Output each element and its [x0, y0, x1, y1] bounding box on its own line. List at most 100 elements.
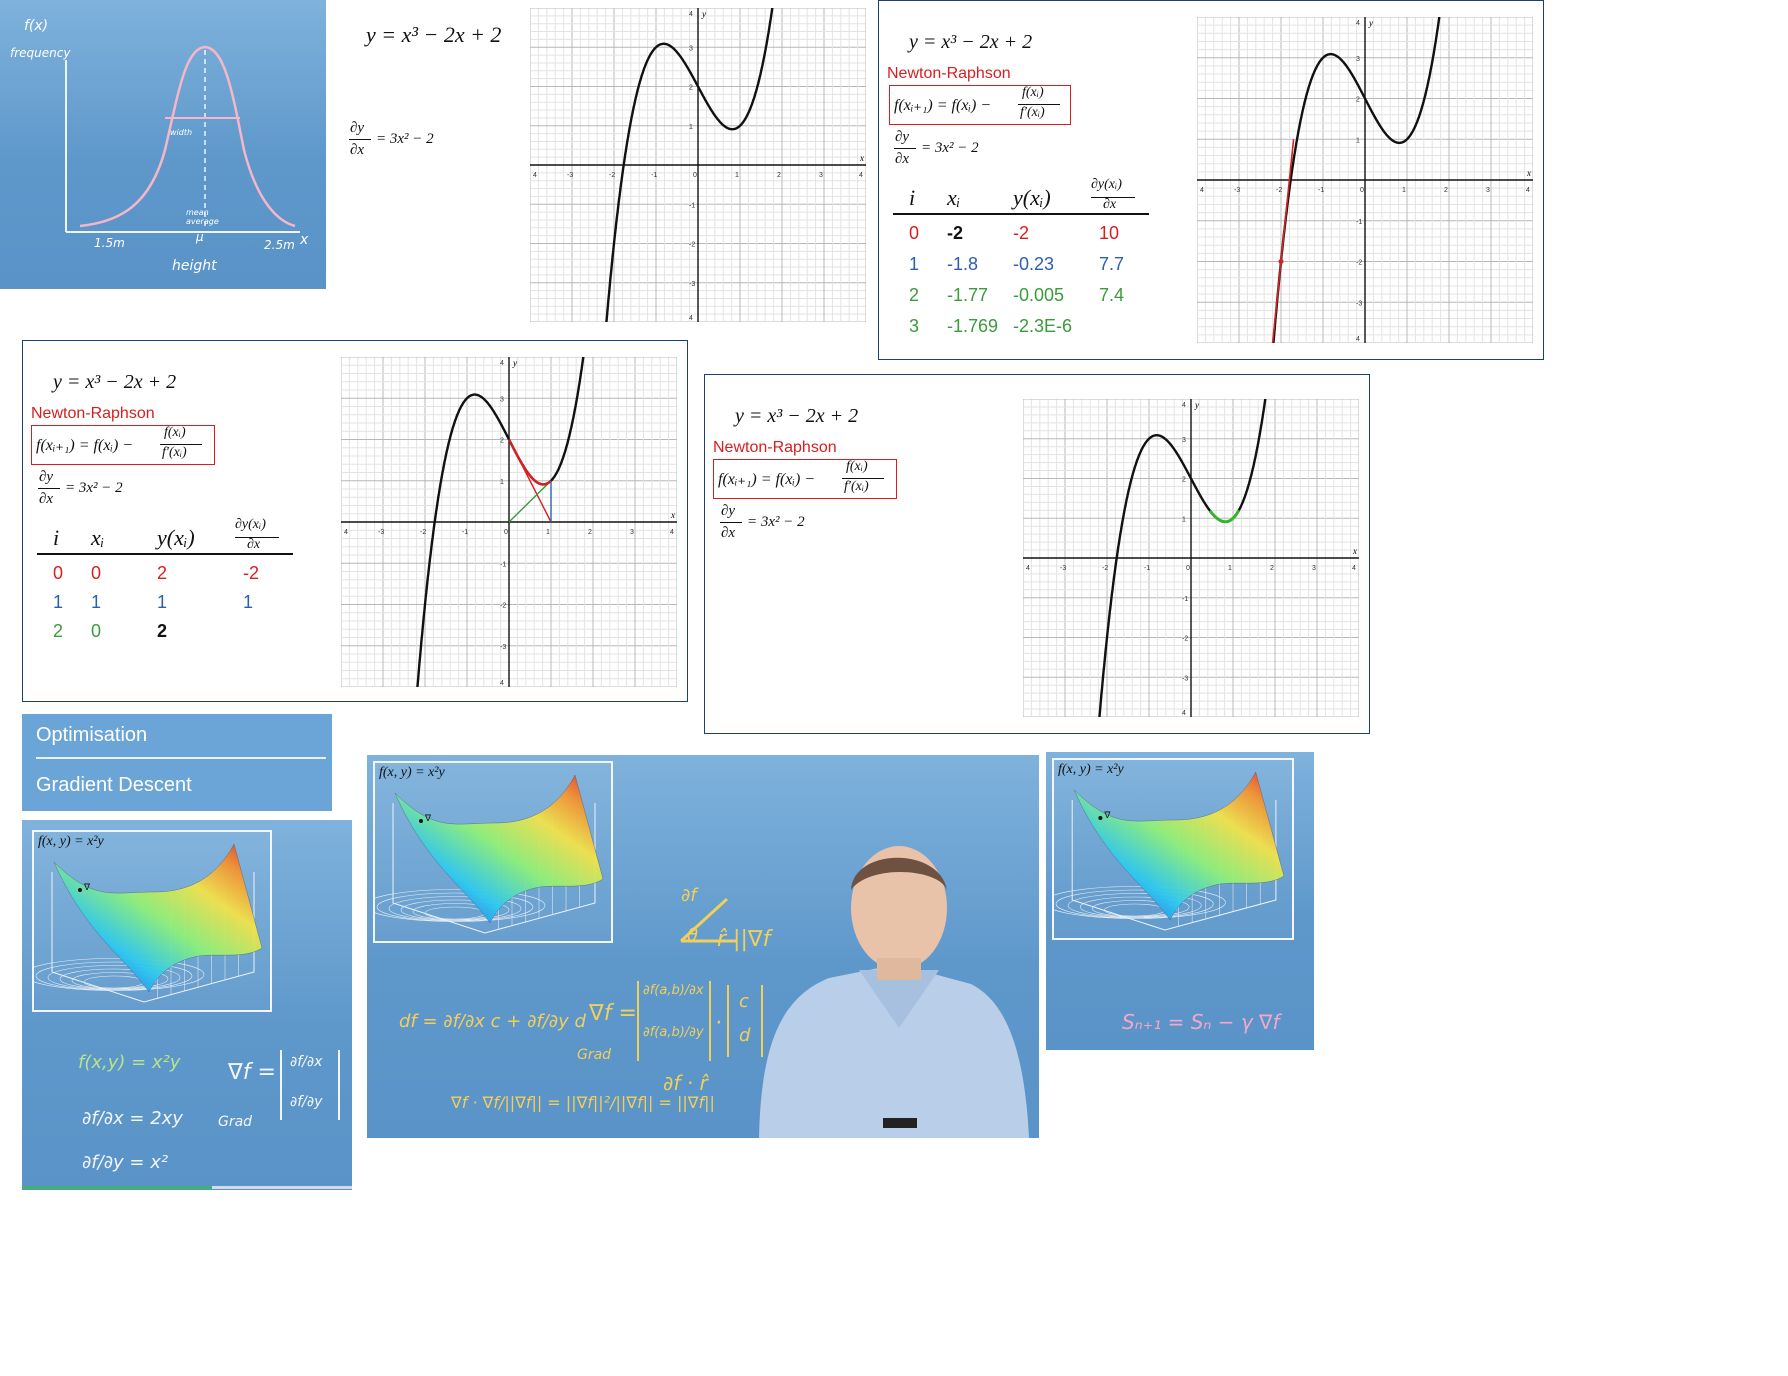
floor-contour — [83, 975, 145, 989]
formula-bar — [842, 478, 884, 479]
x-axis-label: x — [300, 232, 309, 248]
col-i-header: i — [909, 185, 916, 210]
note-dfdx: ∂f/∂x = 2xy — [82, 1108, 183, 1129]
y-axis-label: y — [1194, 400, 1199, 410]
derivative-dy: ∂y — [39, 469, 54, 485]
method-label: Newton-Raphson — [31, 405, 155, 422]
saddle-surface — [53, 843, 263, 993]
frequency-label: frequency — [10, 46, 71, 60]
sigma-width-label: width — [170, 128, 193, 137]
mean-label: mean average — [186, 208, 219, 226]
formula-bar — [1018, 104, 1060, 105]
x-tick-label: 0 — [1360, 187, 1364, 194]
note-grad-sub: Grad — [218, 1114, 253, 1130]
col-y-header: y(xᵢ) — [157, 525, 195, 550]
start-point — [1278, 259, 1284, 264]
x-tick-label: -3 — [378, 529, 384, 536]
col-d-num: ∂y(xᵢ) — [235, 517, 266, 532]
surface-plot-frame: f(x, y) = x²y ∇ — [23, 830, 272, 1012]
right-tick-label: 2.5m — [264, 238, 295, 252]
floor-contour — [1104, 903, 1166, 917]
y-tick-label: 4 — [1356, 20, 1360, 27]
mu-label: μ — [196, 230, 204, 244]
table-cell-x: 0 — [91, 563, 102, 583]
cubic-plot-4: x y 4 -3 -2 -1 0 1 2 3 4 4 3 2 1 -1 -2 -3 4 — [1022, 392, 1360, 722]
table-cell-x: -1.8 — [947, 254, 979, 274]
formula-den: f′(xᵢ) — [1020, 105, 1045, 120]
normal-distribution-sketch — [65, 45, 300, 233]
x-tick-label: 2 — [1270, 565, 1274, 572]
x-tick-label: 2 — [777, 172, 781, 179]
note-vec-bot: d — [739, 1025, 751, 1046]
x-tick-label: -3 — [1060, 565, 1066, 572]
cubic-plot-3: x y 4 -3 -2 -1 0 1 2 3 4 4 3 2 1 -1 -2 -3 4 — [340, 350, 678, 693]
table-cell-x: -1.769 — [947, 316, 999, 336]
x-tick-label: 0 — [504, 529, 508, 536]
y-tick-label: -1 — [500, 561, 506, 568]
x-axis-label: x — [1526, 168, 1531, 178]
table-cell-i: 1 — [909, 254, 920, 274]
nr-formula: f(xᵢ₊₁) = f(xᵢ) − f(xᵢ) f′(xᵢ) — [31, 425, 215, 465]
x-tick-label: 4 — [533, 172, 537, 179]
y-tick-label: 1 — [1182, 516, 1186, 523]
derivative-rhs: = 3x² − 2 — [65, 480, 123, 496]
video-progress-bar[interactable] — [22, 1186, 352, 1189]
table-cell-d: 7.4 — [1099, 285, 1125, 305]
formula-num: f(xᵢ) — [846, 459, 868, 474]
cubic-plot-1: x y 4 -3 -2 -1 0 1 2 3 4 4 3 2 1 -1 -2 -3 4 — [529, 1, 867, 327]
formula-num: f(xᵢ) — [164, 425, 186, 440]
note-df-arrow: ∂f — [681, 885, 697, 906]
note-dfdy: ∂f/∂y = x² — [82, 1152, 169, 1173]
y-tick-label: -3 — [1356, 300, 1362, 307]
x-tick-label: -1 — [1318, 187, 1324, 194]
iteration-table-a: i xᵢ y(xᵢ) ∂y(xᵢ) ∂x 0 -2 -2 10 1 -1.8 -0.23 7.… — [893, 175, 1163, 355]
x-tick-label: -2 — [1276, 187, 1282, 194]
topic-menu: Optimisation Gradient Descent — [22, 714, 332, 811]
fx-label: f(x) — [24, 18, 49, 34]
note-vec-top: c — [739, 991, 749, 1012]
x-tick-label: 2 — [588, 529, 592, 536]
y-tick-label: 4 — [1182, 402, 1186, 409]
table-cell-y: -0.23 — [1013, 254, 1055, 274]
floor-contour — [376, 892, 534, 922]
x-tick-label: -1 — [651, 172, 657, 179]
floor-contour — [1067, 893, 1202, 918]
table-cell-i: 2 — [909, 285, 920, 305]
surface-title: f(x, y) = x²y — [1058, 762, 1124, 777]
derivative-rhs: = 3x² − 2 — [921, 140, 979, 156]
newton-raphson-panel-b: y = x³ − 2x + 2 Newton-Raphson f(xᵢ₊₁) =… — [22, 340, 688, 702]
y-tick-label: -2 — [1356, 260, 1362, 267]
x-tick-label: 3 — [819, 172, 823, 179]
formula-den: f′(xᵢ) — [844, 479, 869, 494]
minimum-segment — [1208, 509, 1241, 524]
y-tick-label: -2 — [689, 242, 695, 249]
table-cell-i: 0 — [53, 563, 64, 583]
derivative-dy: ∂y — [350, 120, 365, 136]
menu-item-optimisation[interactable]: Optimisation — [36, 724, 148, 746]
x-tick-label: 4 — [1526, 187, 1530, 194]
note-rhat-norm: r̂ ||∇f — [717, 927, 771, 952]
floor-contour — [1079, 896, 1190, 918]
menu-item-gradient-descent[interactable]: Gradient Descent — [36, 774, 192, 796]
header-rule — [893, 213, 1149, 215]
y-tick-label: -1 — [1182, 596, 1188, 603]
y-tick-label: -1 — [1356, 219, 1362, 226]
x-tick-label: 4 — [1026, 565, 1030, 572]
formula-den: f′(xᵢ) — [162, 445, 187, 460]
y-axis-label: y — [701, 9, 706, 19]
y-axis-label: y — [1368, 18, 1373, 28]
table-cell-i: 3 — [909, 316, 920, 336]
y-tick-label: 4 — [689, 315, 693, 322]
floor-contour — [388, 896, 522, 921]
normal-distribution-board: f(x) frequency width mean average μ 1.5m… — [0, 0, 326, 289]
method-label: Newton-Raphson — [713, 439, 837, 456]
y-tick-label: 2 — [500, 438, 504, 445]
header-rule — [37, 553, 293, 555]
function-equation: y = x³ − 2x + 2 — [366, 22, 502, 47]
y-tick-label: 3 — [689, 45, 693, 52]
y-tick-label: 3 — [500, 396, 504, 403]
y-tick-label: -2 — [1182, 636, 1188, 643]
note-df-rhat: ∂f · r̂ — [663, 1071, 708, 1095]
table-cell-x: 0 — [91, 621, 102, 641]
derivative-fraction-bar — [894, 148, 916, 149]
